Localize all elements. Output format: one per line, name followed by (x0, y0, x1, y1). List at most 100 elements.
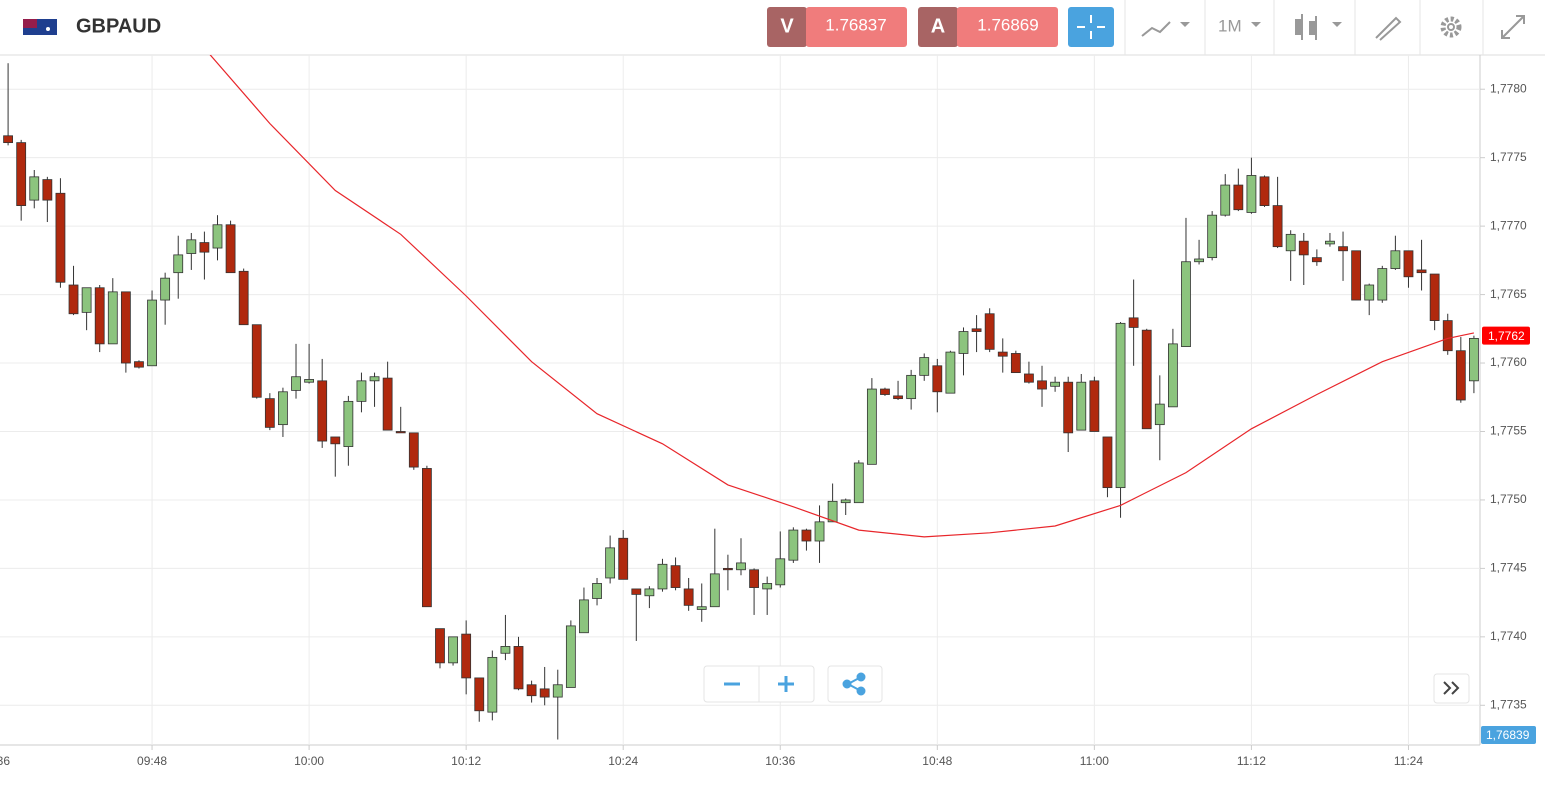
candle-body (29, 176, 40, 201)
candle-body (474, 677, 485, 712)
candle-body (1311, 257, 1322, 263)
buy-button[interactable] (918, 7, 958, 47)
scroll-right-icon (1443, 681, 1460, 695)
candle-body (814, 521, 825, 542)
candle-body (1115, 322, 1126, 489)
candle-body (1050, 381, 1061, 387)
candle-body (487, 656, 498, 713)
y-tick-label: 1,7770 (1490, 218, 1527, 232)
y-tick-label: 1,7755 (1490, 424, 1527, 438)
candle-body (605, 547, 616, 579)
scroll-right-button[interactable] (1433, 673, 1470, 704)
candle-body (1207, 214, 1218, 259)
share-button[interactable] (827, 665, 883, 703)
candle-body (173, 254, 184, 274)
candle-body (199, 242, 210, 253)
candle-body (343, 400, 354, 447)
candle-body (945, 351, 956, 394)
candle-body (552, 684, 563, 698)
x-tick-label: 10:48 (922, 754, 952, 768)
candle-body (919, 357, 930, 376)
candle-body (1128, 317, 1139, 328)
candle-body (356, 380, 367, 402)
candle-body (1089, 380, 1100, 432)
x-axis: 09:36 09:48 10:00 10:12 10:24 10:36 10:48 11:00… (0, 745, 1423, 768)
plot-area (3, 55, 1479, 740)
buy-price: 1.76869 (977, 15, 1038, 34)
candle-body (1390, 250, 1401, 269)
candle-body (330, 436, 341, 445)
y-tick-label: 1,7745 (1490, 561, 1527, 575)
candle-body (55, 192, 66, 283)
candle-body (1194, 258, 1204, 263)
toolbar-icons (1141, 14, 1525, 41)
candle-body (958, 331, 969, 354)
candle-body (579, 599, 589, 634)
candle-body (736, 562, 746, 571)
candle-body (500, 646, 511, 654)
candle-body (317, 380, 328, 442)
candle-body (984, 313, 995, 350)
candle-body (827, 500, 838, 523)
candle-body (212, 224, 223, 249)
candle-body (775, 558, 786, 586)
symbol: GBPAUD (76, 15, 161, 37)
buy-price-button[interactable] (957, 7, 1058, 47)
candle-body (186, 239, 197, 254)
candle-body (291, 376, 301, 391)
candle-body (971, 328, 982, 332)
candle-body (304, 379, 315, 383)
candle-body (893, 395, 903, 400)
candle-body (1154, 403, 1165, 426)
candle-body (1351, 250, 1362, 301)
candle-body (1338, 246, 1348, 252)
candle-body (107, 291, 118, 345)
candle-body (1220, 184, 1231, 216)
x-tick-label: 11:24 (1394, 754, 1423, 768)
candle-body (853, 462, 864, 504)
sell-price-button[interactable] (806, 7, 907, 47)
candle-body (749, 569, 759, 588)
x-tick-label: 10:00 (294, 754, 324, 768)
candle-body (880, 388, 890, 395)
candle-body (683, 588, 694, 606)
x-tick-label: 10:24 (608, 754, 638, 768)
candle-body (81, 287, 92, 313)
candle-body (592, 583, 602, 599)
candle-body (225, 224, 236, 274)
x-tick-label: 11:12 (1237, 754, 1266, 768)
candle-body (1024, 373, 1034, 383)
candle-body (1141, 329, 1152, 430)
candle-body (147, 299, 157, 367)
x-tick-label: 09:48 (137, 754, 167, 768)
candle-body (618, 537, 629, 580)
dropdown-arrows (1180, 22, 1342, 27)
candle-body (906, 374, 917, 400)
buy-label: A (931, 15, 945, 37)
candle-body (1037, 380, 1047, 390)
grid (0, 55, 1480, 745)
sell-button[interactable] (767, 7, 807, 47)
candle-body (1403, 250, 1414, 278)
candle-body (1377, 268, 1388, 301)
candle-body (1455, 350, 1466, 401)
candle-body (1102, 436, 1113, 489)
candle-body (1167, 343, 1178, 408)
y-tick-label: 1,7765 (1490, 287, 1527, 301)
candle-body (16, 142, 27, 206)
candle-body (866, 388, 877, 465)
timeframe[interactable]: 1M (1218, 16, 1242, 35)
candle-body (251, 324, 262, 398)
candle-body (1469, 337, 1479, 382)
sell-label: V (780, 15, 794, 37)
candle-body (788, 529, 799, 561)
candle-body (801, 529, 812, 542)
candle-body (1429, 273, 1440, 321)
zoom-icons[interactable] (724, 676, 794, 692)
candle-body (238, 270, 249, 326)
candle-body (1063, 381, 1074, 434)
crosshair-icon (1077, 15, 1105, 39)
share-icon (842, 672, 866, 696)
crosshair-button[interactable] (1068, 7, 1114, 47)
